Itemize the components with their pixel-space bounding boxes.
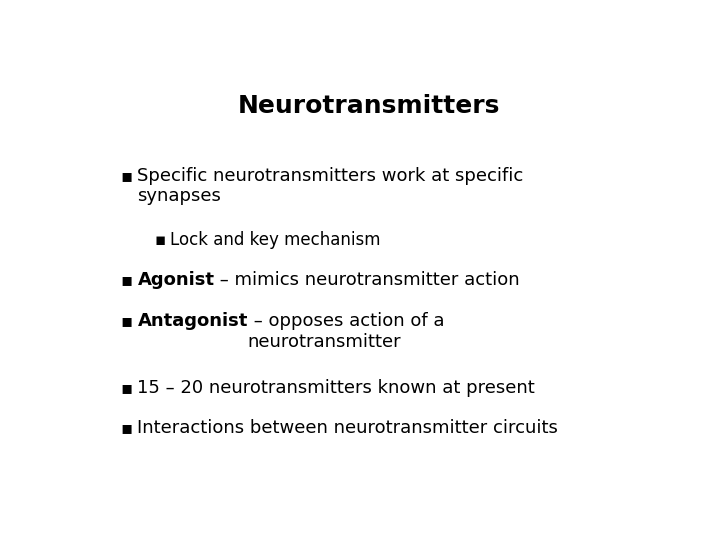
Text: Interactions between neurotransmitter circuits: Interactions between neurotransmitter ci… (138, 419, 558, 437)
Text: ▪: ▪ (121, 271, 133, 288)
Text: – mimics neurotransmitter action: – mimics neurotransmitter action (215, 271, 520, 288)
Text: Specific neurotransmitters work at specific
synapses: Specific neurotransmitters work at speci… (138, 167, 523, 206)
Text: ▪: ▪ (121, 167, 133, 185)
Text: ▪: ▪ (121, 379, 133, 397)
Text: Lock and key mechanism: Lock and key mechanism (170, 231, 380, 249)
Text: Agonist: Agonist (138, 271, 215, 288)
Text: ▪: ▪ (121, 312, 133, 330)
Text: – opposes action of a
neurotransmitter: – opposes action of a neurotransmitter (248, 312, 444, 351)
Text: Neurotransmitters: Neurotransmitters (238, 94, 500, 118)
Text: 15 – 20 neurotransmitters known at present: 15 – 20 neurotransmitters known at prese… (138, 379, 535, 397)
Text: Antagonist: Antagonist (138, 312, 248, 330)
Text: ▪: ▪ (121, 419, 133, 437)
Text: ▪: ▪ (154, 231, 166, 249)
